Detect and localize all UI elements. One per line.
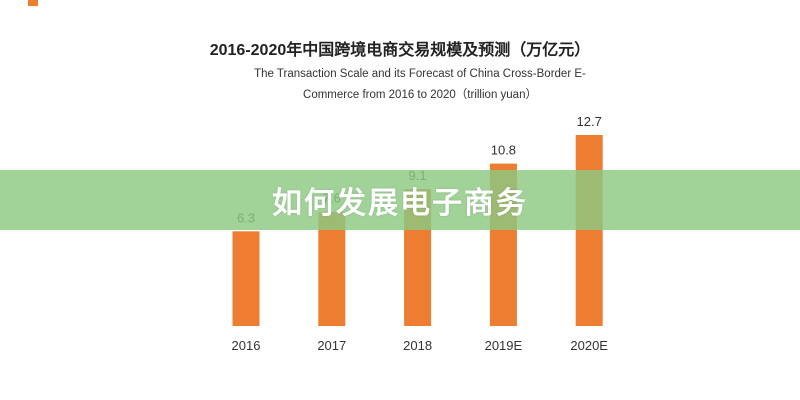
x-tick-label-2016: 2016 — [232, 338, 261, 353]
x-tick-label-2018: 2018 — [403, 338, 432, 353]
data-label-2019E: 10.8 — [491, 143, 516, 158]
title-banner: 如何发展电子商务 — [0, 170, 800, 230]
banner-title: 如何发展电子商务 — [272, 187, 528, 220]
chart-subtitle: The Transaction Scale and its Forecast o… — [250, 64, 590, 106]
bar-2017 — [318, 211, 346, 326]
corner-accent-mark — [28, 0, 38, 6]
x-tick-label-2019E: 2019E — [485, 338, 523, 353]
chart-title: 2016-2020年中国跨境电商交易规模及预测（万亿元） — [209, 42, 591, 59]
x-tick-label-2020E: 2020E — [570, 338, 608, 353]
x-tick-label-2017: 2017 — [317, 338, 346, 353]
bar-2016 — [232, 231, 260, 326]
bar-2020E — [575, 135, 603, 326]
chart-subtitle-line-1: The Transaction Scale and its Forecast o… — [254, 68, 586, 80]
data-label-2020E: 12.7 — [577, 114, 602, 129]
chart-subtitle-line-2: Commerce from 2016 to 2020（trillion yuan… — [303, 89, 537, 101]
